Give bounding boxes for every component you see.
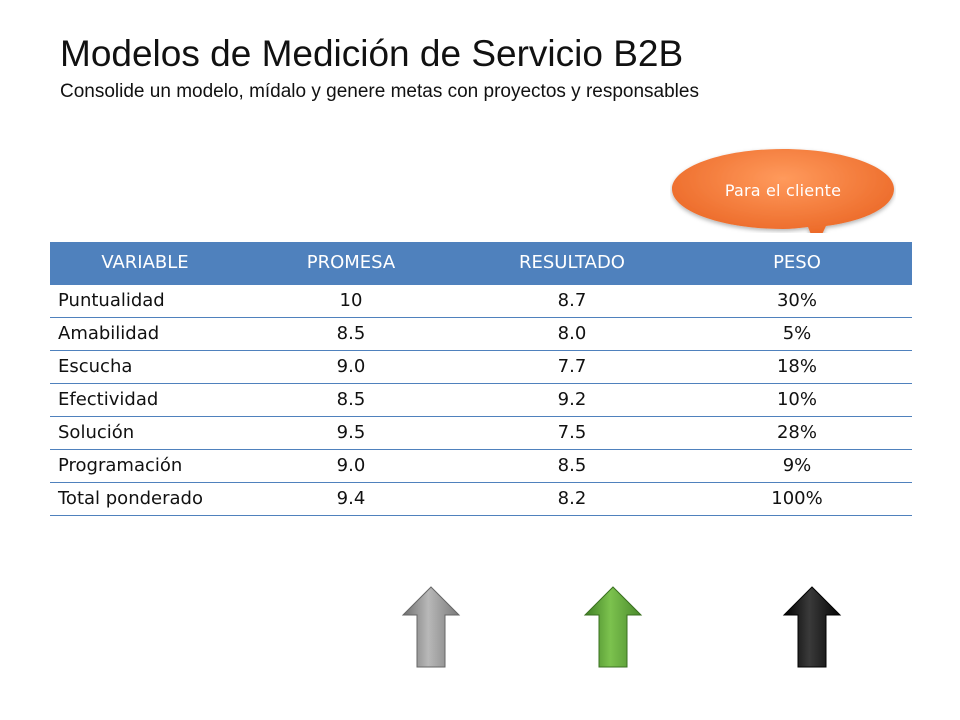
speech-bubble-icon — [672, 149, 894, 233]
cell-peso: 30% — [682, 284, 912, 318]
table-row: Solución 9.5 7.5 28% — [50, 416, 912, 450]
callout-label: Para el cliente — [724, 180, 842, 200]
cell-variable: Escucha — [50, 350, 240, 384]
column-header-variable: VARIABLE — [50, 242, 240, 285]
cell-resultado: 8.7 — [462, 284, 682, 318]
table-row: Programación 9.0 8.5 9% — [50, 449, 912, 483]
cell-variable: Amabilidad — [50, 317, 240, 351]
table-row: Efectividad 8.5 9.2 10% — [50, 383, 912, 417]
slide-subtitle: Consolide un modelo, mídalo y genere met… — [60, 81, 699, 102]
cell-resultado: 8.0 — [462, 317, 682, 351]
column-header-peso: PESO — [682, 242, 912, 285]
cell-resultado: 7.5 — [462, 416, 682, 450]
up-arrow-icon-black — [782, 585, 842, 669]
table-row: Escucha 9.0 7.7 18% — [50, 350, 912, 384]
up-arrow-icon-gray — [401, 585, 461, 669]
column-header-promesa: PROMESA — [240, 242, 462, 285]
cell-variable: Total ponderado — [50, 482, 240, 516]
cell-peso: 28% — [682, 416, 912, 450]
cell-promesa: 8.5 — [240, 317, 462, 351]
cell-variable: Puntualidad — [50, 284, 240, 318]
column-header-resultado: RESULTADO — [462, 242, 682, 285]
cell-peso: 9% — [682, 449, 912, 483]
cell-promesa: 10 — [240, 284, 462, 318]
up-arrow-icon-green — [583, 585, 643, 669]
cell-variable: Programación — [50, 449, 240, 483]
table-header-row: VARIABLE PROMESA RESULTADO PESO — [50, 242, 912, 285]
cell-promesa: 9.0 — [240, 449, 462, 483]
cell-promesa: 9.0 — [240, 350, 462, 384]
cell-resultado: 8.2 — [462, 482, 682, 516]
table-row: Amabilidad 8.5 8.0 5% — [50, 317, 912, 351]
cell-peso: 18% — [682, 350, 912, 384]
cell-peso: 100% — [682, 482, 912, 516]
cell-variable: Efectividad — [50, 383, 240, 417]
measurement-table: VARIABLE PROMESA RESULTADO PESO Puntuali… — [50, 242, 912, 516]
cell-promesa: 9.4 — [240, 482, 462, 516]
cell-resultado: 8.5 — [462, 449, 682, 483]
cell-resultado: 9.2 — [462, 383, 682, 417]
callout-bubble: Para el cliente — [670, 147, 896, 233]
cell-peso: 5% — [682, 317, 912, 351]
cell-variable: Solución — [50, 416, 240, 450]
cell-promesa: 8.5 — [240, 383, 462, 417]
cell-resultado: 7.7 — [462, 350, 682, 384]
table-row-total: Total ponderado 9.4 8.2 100% — [50, 482, 912, 516]
table-row: Puntualidad 10 8.7 30% — [50, 284, 912, 318]
cell-peso: 10% — [682, 383, 912, 417]
slide-title: Modelos de Medición de Servicio B2B — [60, 33, 684, 74]
cell-promesa: 9.5 — [240, 416, 462, 450]
